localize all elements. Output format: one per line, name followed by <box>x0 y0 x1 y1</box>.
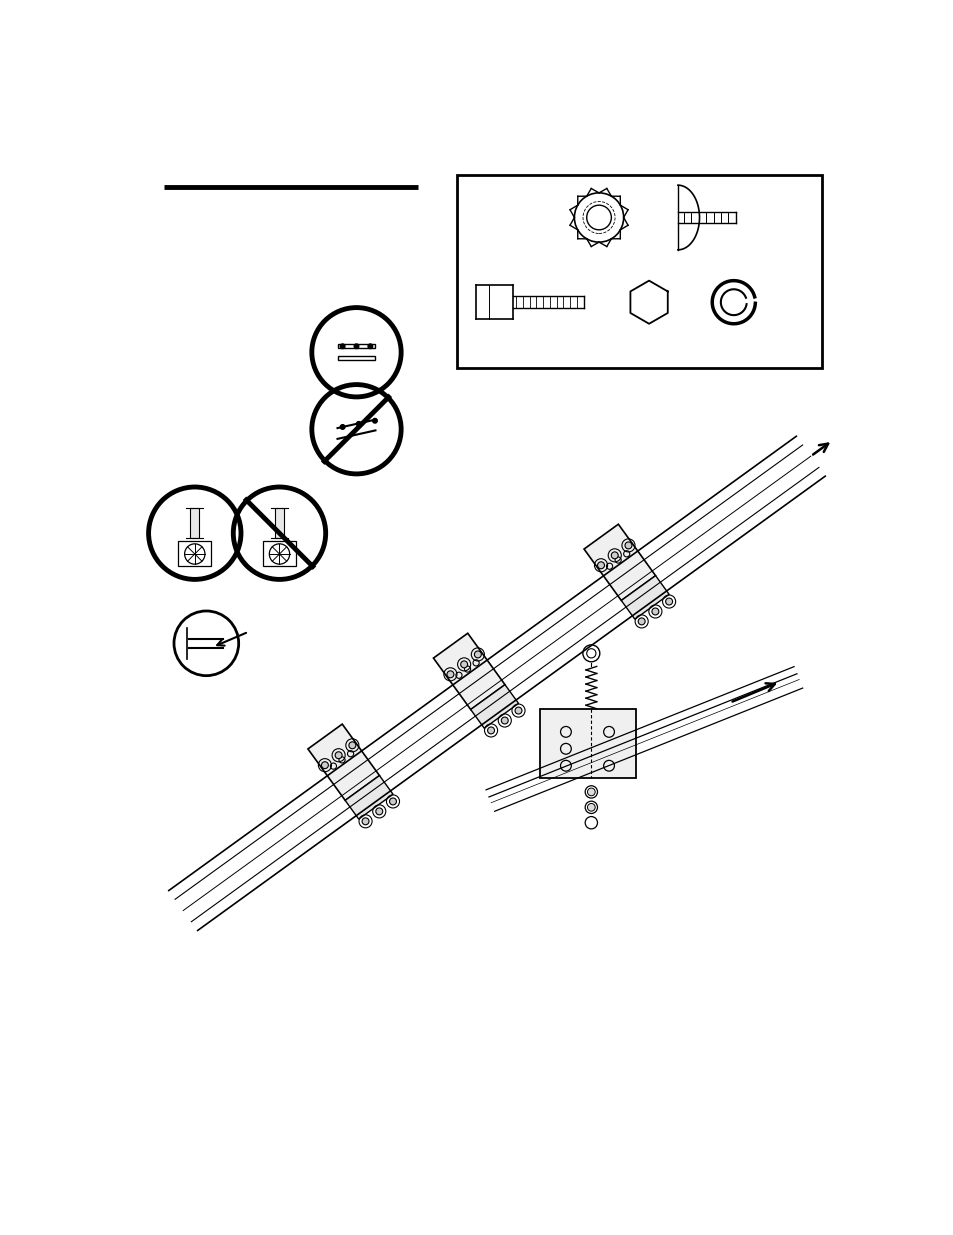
Circle shape <box>447 671 454 678</box>
Circle shape <box>515 708 521 714</box>
Bar <box>178 541 212 567</box>
Circle shape <box>375 808 382 815</box>
Circle shape <box>354 345 358 348</box>
Circle shape <box>321 762 328 768</box>
Bar <box>274 508 284 537</box>
Circle shape <box>356 421 361 426</box>
Circle shape <box>335 752 342 758</box>
Circle shape <box>487 727 494 734</box>
Circle shape <box>624 542 631 548</box>
Polygon shape <box>433 634 504 710</box>
Polygon shape <box>583 524 655 600</box>
Circle shape <box>362 818 369 825</box>
Circle shape <box>500 718 508 724</box>
Circle shape <box>474 651 481 658</box>
Circle shape <box>389 798 396 805</box>
Bar <box>539 709 636 778</box>
Bar <box>456 175 821 368</box>
Circle shape <box>368 345 373 348</box>
Bar <box>190 508 199 537</box>
Circle shape <box>349 742 355 748</box>
Circle shape <box>597 562 604 569</box>
Polygon shape <box>345 776 393 819</box>
Circle shape <box>611 552 618 558</box>
Circle shape <box>340 425 345 430</box>
Circle shape <box>587 788 595 795</box>
Bar <box>337 345 375 348</box>
Circle shape <box>665 598 672 605</box>
Circle shape <box>460 661 467 668</box>
Circle shape <box>651 608 659 615</box>
Polygon shape <box>470 684 518 729</box>
Bar <box>263 541 295 567</box>
Bar <box>337 356 375 361</box>
Circle shape <box>638 618 644 625</box>
Circle shape <box>373 419 376 424</box>
Polygon shape <box>308 724 379 800</box>
Circle shape <box>340 345 345 348</box>
Polygon shape <box>620 576 668 619</box>
Circle shape <box>587 804 595 811</box>
